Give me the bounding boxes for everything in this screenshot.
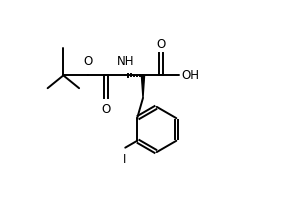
Text: O: O xyxy=(101,103,110,116)
Polygon shape xyxy=(141,75,145,98)
Text: O: O xyxy=(83,55,93,68)
Text: OH: OH xyxy=(181,69,199,82)
Text: O: O xyxy=(156,38,165,51)
Text: NH: NH xyxy=(116,55,134,68)
Text: I: I xyxy=(123,153,126,166)
